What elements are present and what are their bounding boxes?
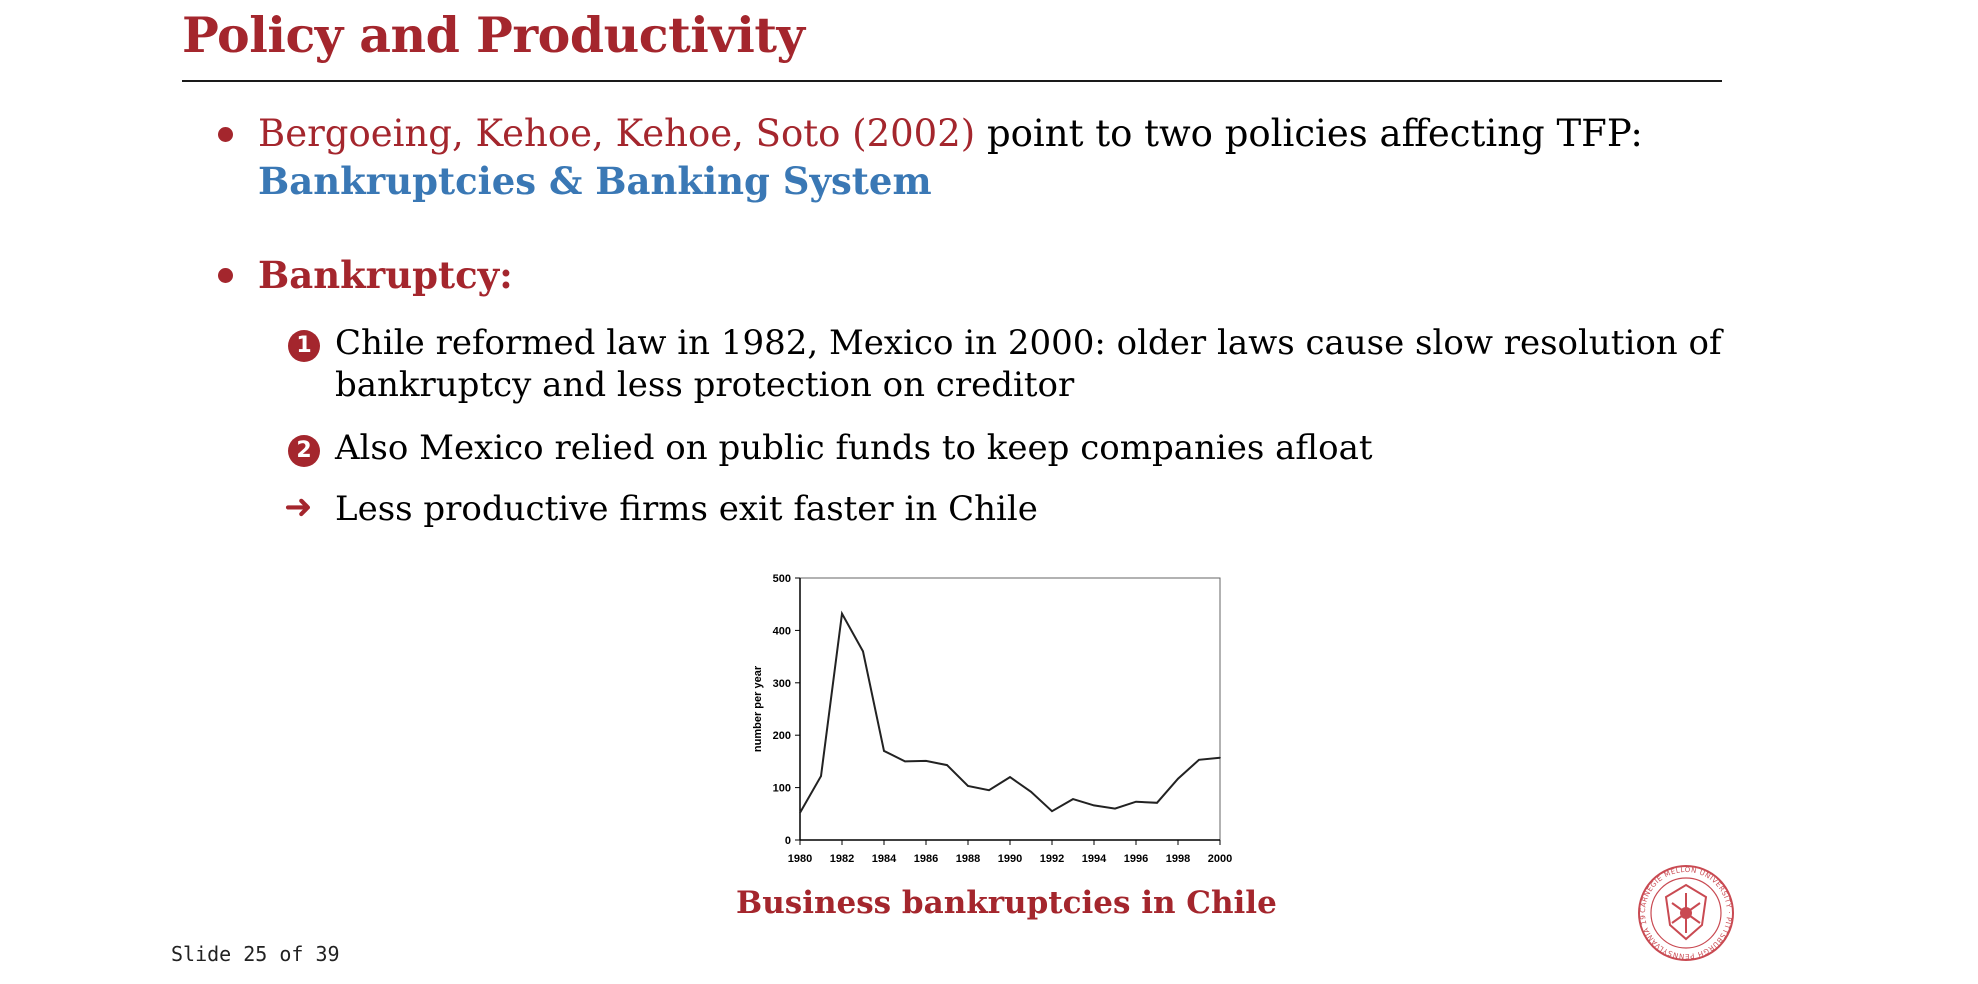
citation-authors: Bergoeing, Kehoe, Kehoe, Soto (2002): [258, 112, 976, 155]
y-axis-label: number per year: [752, 665, 764, 752]
x-tick-label: 1998: [1166, 853, 1190, 865]
slide-counter: Slide 25 of 39: [171, 942, 340, 966]
x-tick-label: 1992: [1040, 853, 1064, 865]
x-tick-label: 1994: [1082, 853, 1107, 865]
x-tick-label: 1988: [956, 853, 980, 865]
subitem-1-line1: Chile reformed law in 1982, Mexico in 20…: [335, 323, 1722, 363]
data-point: [1198, 759, 1200, 761]
number-1-icon: 1: [288, 330, 320, 362]
series-line: [799, 610, 1221, 814]
data-point: [988, 789, 990, 792]
data-point: [820, 775, 822, 777]
data-point: [946, 764, 948, 766]
data-point: [862, 650, 864, 653]
data-point: [1219, 756, 1221, 759]
data-point: [1030, 790, 1032, 793]
y-tick-label: 100: [773, 783, 791, 795]
plot-frame: [799, 577, 1221, 841]
data-point: [883, 750, 885, 752]
subitem-2-line1: Also Mexico relied on public funds to ke…: [335, 428, 1373, 468]
x-tick-label: 1980: [788, 853, 812, 865]
bankruptcy-line-chart: 0 100 200 300 400 500 1980 1982 1984 1986 1988 1990…: [752, 573, 1232, 865]
data-point: [841, 612, 843, 615]
data-point: [1093, 804, 1095, 807]
subitem-1-line2: bankruptcy and less protection on credit…: [335, 365, 1075, 405]
y-tick-label: 200: [773, 730, 791, 742]
x-tick-label: 1986: [914, 853, 938, 865]
data-point: [1135, 800, 1137, 803]
arrow-right-icon: ➜: [284, 487, 313, 527]
y-tick-label: 0: [785, 835, 791, 847]
data-point: [967, 785, 969, 787]
x-tick-label: 2000: [1208, 853, 1232, 865]
bullet-2-label: Bankruptcy:: [258, 253, 513, 297]
data-point: [904, 760, 906, 763]
data-point: [1051, 810, 1053, 812]
slide-title: Policy and Productivity: [182, 6, 805, 64]
bullet-1-statement: point to two policies affecting TFP:: [975, 112, 1643, 155]
bullet-1-dot: [218, 127, 233, 142]
data-point: [925, 760, 927, 762]
x-tick-label: 1990: [998, 853, 1022, 865]
y-tick-label: 300: [773, 678, 791, 690]
y-tick-label: 500: [773, 573, 791, 585]
data-point: [1009, 776, 1011, 778]
data-point: [1156, 801, 1158, 804]
title-divider: [182, 80, 1722, 82]
y-tick-label: 400: [773, 625, 791, 637]
data-point: [1177, 777, 1179, 780]
x-tick-label: 1996: [1124, 853, 1148, 865]
subitem-3-line1: Less productive firms exit faster in Chi…: [335, 489, 1038, 529]
number-2-icon: 2: [288, 435, 320, 467]
bullet-1-text: Bergoeing, Kehoe, Kehoe, Soto (2002) poi…: [258, 112, 1643, 155]
data-point: [1072, 798, 1074, 800]
x-tick-label: 1984: [872, 853, 897, 865]
data-point: [799, 811, 801, 814]
university-seal-logo: CARNEGIE MELLON UNIVERSITY · PITTSBURGH …: [1636, 863, 1734, 961]
bullet-2-dot: [218, 268, 233, 283]
data-point: [1114, 807, 1116, 810]
chart-caption: Business bankruptcies in Chile: [736, 885, 1277, 921]
bullet-1-highlight: Bankruptcies & Banking System: [258, 159, 932, 203]
x-tick-label: 1982: [830, 853, 854, 865]
